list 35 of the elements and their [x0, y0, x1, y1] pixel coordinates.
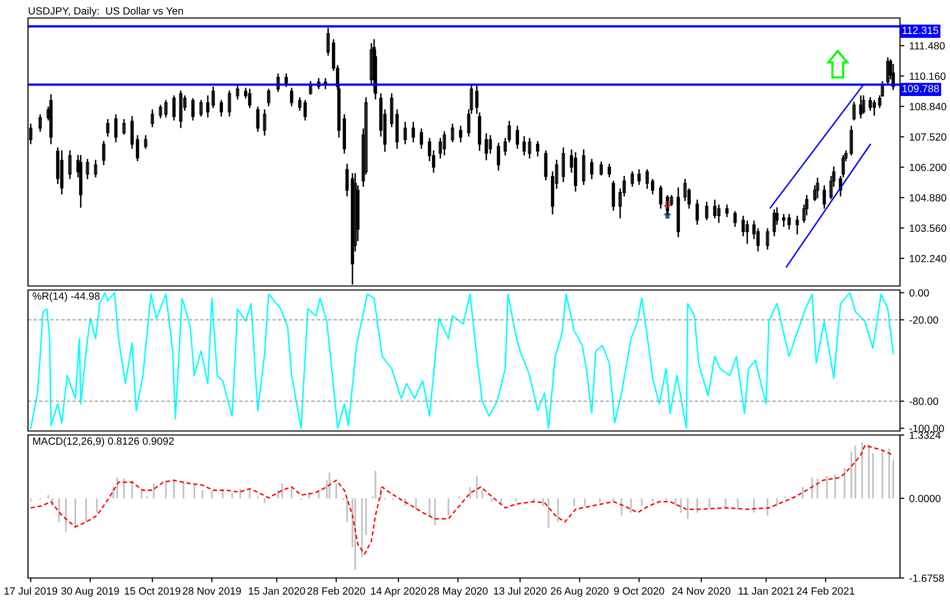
- x-tick-label: 24 Feb 2021: [796, 587, 854, 595]
- x-tick-label: 28 Feb 2020: [308, 587, 366, 595]
- line-series: [30, 292, 894, 429]
- x-tick-label: 15 Oct 2019: [124, 587, 180, 595]
- x-tick-label: 11 Jan 2021: [738, 587, 794, 595]
- x-tick-label: 30 Aug 2019: [61, 587, 119, 597]
- x-tick-label: 15 Jan 2020: [248, 587, 306, 595]
- x-tick-label: 13 Jul 2020: [494, 587, 547, 595]
- y-tick-label: 110.160: [910, 72, 946, 80]
- chart-title: MACD(12,26,9) 0.8126 0.9092: [33, 437, 174, 447]
- y-tick-label: 1.3324: [910, 432, 941, 439]
- x-tick-label: 26 Aug 2020: [550, 587, 608, 597]
- y-tick-label: 104.880: [910, 194, 946, 202]
- chart-title: USDJPY, Daily: US Dollar vs Yen: [28, 6, 183, 17]
- x-tick-label: 9 Oct 2020: [614, 587, 664, 595]
- x-tick-label: 14 Apr 2020: [371, 587, 426, 597]
- y-tick-label: 0.0000: [909, 494, 940, 502]
- y-tick-label: 103.560: [910, 224, 946, 232]
- y-tick-label: -80.00: [909, 398, 938, 406]
- x-tick-label: 28 May 2020: [428, 587, 488, 597]
- y-tick-label: 108.840: [910, 102, 946, 110]
- ref-line-label: 112.315: [902, 26, 938, 34]
- y-tick-label: 0.00: [909, 289, 929, 297]
- chart-title: %R(14) -44.98: [32, 292, 100, 302]
- y-tick-label: -20.00: [909, 316, 938, 324]
- y-tick-label: 106.200: [910, 164, 946, 172]
- ref-line-label: 109.788: [902, 84, 939, 92]
- x-tick-label: 24 Nov 2020: [672, 587, 730, 595]
- x-tick-label: 28 Nov 2019: [182, 587, 241, 595]
- y-tick-label: 102.240: [910, 254, 946, 262]
- y-tick-label: 111.480: [910, 42, 945, 50]
- y-tick-label: -100.00: [909, 424, 944, 432]
- x-tick-label: 17 Jul 2019: [4, 587, 58, 595]
- y-tick-label: 107.520: [910, 133, 946, 141]
- y-tick-label: -1.6758: [909, 574, 944, 582]
